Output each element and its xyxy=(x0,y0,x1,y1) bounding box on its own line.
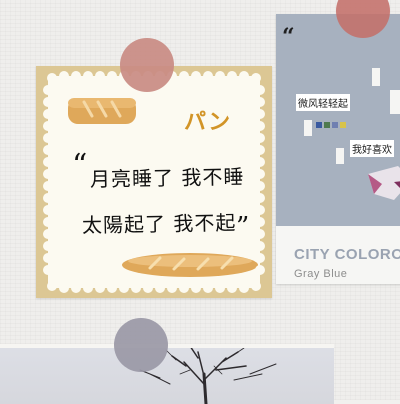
paper-fan-icon xyxy=(368,166,400,200)
sticker-dot-bottom xyxy=(114,318,168,372)
sticky-note: パン “ 月亮睡了 我不睡 太陽起了 我不起 ” xyxy=(36,66,272,298)
card-snippet xyxy=(372,68,380,86)
card-snippet xyxy=(390,90,400,114)
card-text-like: 我好喜欢 xyxy=(350,140,394,157)
quote-close: ” xyxy=(236,212,250,242)
sticker-dot-top-left xyxy=(120,38,174,92)
pan-label: パン xyxy=(184,110,232,135)
color-chip xyxy=(340,122,346,128)
card-snippet xyxy=(336,148,344,164)
card-text-breeze: 微风轻轻起 xyxy=(296,94,350,111)
color-chip xyxy=(332,122,338,128)
card-subtitle: Gray Blue xyxy=(294,268,348,280)
bread-loaf-icon xyxy=(68,98,136,124)
baguette-icon xyxy=(122,253,258,277)
quote-open: “ xyxy=(72,148,88,183)
card-quote-mark: “ xyxy=(282,24,295,50)
photo-border xyxy=(0,344,334,404)
color-chip xyxy=(316,122,322,128)
card-snippet xyxy=(304,120,312,136)
city-color-card: “ 微风轻轻起 我好喜欢 CITY COLORO Gray Blue xyxy=(276,14,400,284)
card-footer: CITY COLORO Gray Blue xyxy=(276,226,400,284)
note-paper: パン “ 月亮睡了 我不睡 太陽起了 我不起 ” xyxy=(48,76,260,288)
bottom-photo xyxy=(0,344,334,404)
bare-tree-icon xyxy=(139,345,277,404)
scallop-edge xyxy=(43,71,265,293)
card-title: CITY COLORO xyxy=(294,246,400,263)
color-chip xyxy=(324,122,330,128)
